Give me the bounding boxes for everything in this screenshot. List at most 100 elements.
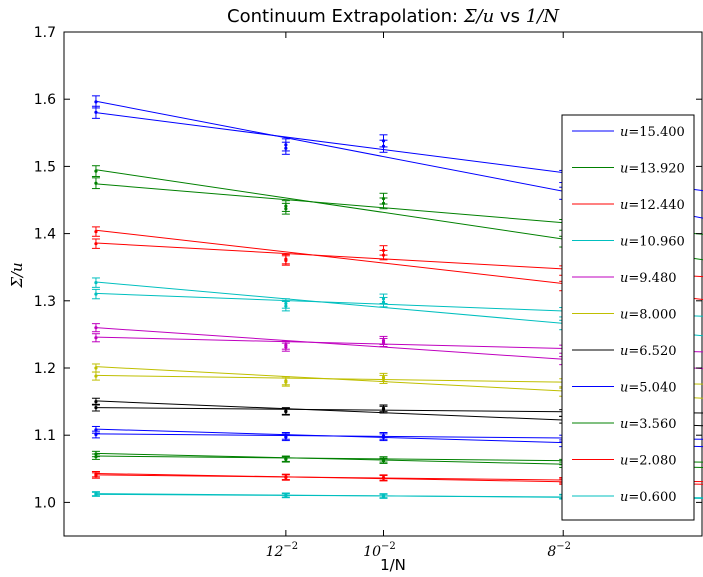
data-point xyxy=(381,494,386,498)
legend-entry-variable: u xyxy=(620,308,628,323)
data-point xyxy=(94,374,98,378)
data-point xyxy=(284,343,288,347)
data-point xyxy=(284,434,288,438)
data-point xyxy=(94,326,98,330)
legend-entry-value: 15.400 xyxy=(639,125,685,140)
legend-entry: u=3.560 xyxy=(620,417,677,432)
legend-entry-value: 8.000 xyxy=(639,308,676,323)
legend-entry-equals: = xyxy=(628,125,639,140)
data-point xyxy=(94,100,98,104)
data-point xyxy=(284,301,288,306)
data-point xyxy=(94,432,98,437)
data-point xyxy=(284,457,288,461)
legend-entry-value: 9.480 xyxy=(639,271,676,286)
data-point xyxy=(381,297,386,301)
chart-title-mid: vs xyxy=(494,6,525,27)
x-tick-base: 12 xyxy=(266,544,284,560)
data-point xyxy=(284,475,288,479)
data-point xyxy=(94,406,98,410)
data-point xyxy=(381,139,386,143)
data-point xyxy=(94,110,98,114)
data-point xyxy=(284,379,288,383)
legend-entry-equals: = xyxy=(628,417,639,432)
legend-entry: u=13.920 xyxy=(620,162,685,177)
x-tick-label: 8−2 xyxy=(547,541,571,560)
legend-entry-variable: u xyxy=(620,125,628,140)
y-tick-label: 1.4 xyxy=(34,227,56,243)
y-tick-label: 1.6 xyxy=(34,92,56,108)
data-point xyxy=(94,400,98,404)
legend-entry-equals: = xyxy=(628,490,639,505)
data-point xyxy=(381,434,386,438)
chart-title-prefix: Continuum Extrapolation: xyxy=(227,6,464,27)
legend-entry-equals: = xyxy=(628,235,639,250)
x-tick-exponent: −2 xyxy=(381,541,396,552)
legend-entry: u=8.000 xyxy=(620,308,677,323)
chart-title-x: 1/N xyxy=(526,6,561,27)
data-point xyxy=(94,169,98,173)
data-point xyxy=(94,281,98,285)
x-axis-label: 1/N xyxy=(380,556,406,574)
legend-entry-value: 6.520 xyxy=(639,344,676,359)
data-point xyxy=(94,366,98,370)
legend-box xyxy=(561,114,695,521)
data-point xyxy=(284,493,288,497)
data-point xyxy=(284,257,288,261)
data-point xyxy=(381,375,386,380)
y-tick-label: 1.7 xyxy=(34,25,56,41)
legend-entry-value: 3.560 xyxy=(639,417,676,432)
data-point xyxy=(94,452,98,456)
x-tick-label: 12−2 xyxy=(266,541,299,560)
legend-entry-value: 12.440 xyxy=(639,198,685,213)
chart-title: Continuum Extrapolation: Σ/u vs 1/N xyxy=(227,6,560,27)
x-tick-base: 10 xyxy=(363,544,381,560)
axes: 1.01.11.21.31.41.51.61.712−2 10−2 8−2 xyxy=(34,25,702,560)
x-tick-exponent: −2 xyxy=(283,541,298,552)
legend-entry-variable: u xyxy=(620,454,628,469)
legend-entry: u=2.080 xyxy=(620,454,677,469)
legend-entry: u=10.960 xyxy=(620,235,685,250)
legend-entry-equals: = xyxy=(628,344,639,359)
legend-entry: u=0.600 xyxy=(620,490,677,505)
legend: u=15.400u=13.920u=12.440u=10.960u=9.480u… xyxy=(561,114,695,521)
legend-entry: u=6.520 xyxy=(620,344,677,359)
legend-entry-equals: = xyxy=(628,381,639,396)
x-tick-base: 8 xyxy=(547,544,556,560)
data-point xyxy=(94,242,98,246)
data-point xyxy=(94,292,98,296)
legend-entry: u=9.480 xyxy=(620,271,677,286)
legend-entry-equals: = xyxy=(628,308,639,323)
legend-entry-variable: u xyxy=(620,344,628,359)
x-tick-exponent: −2 xyxy=(556,541,571,552)
y-tick-label: 1.0 xyxy=(34,495,56,511)
data-point xyxy=(94,492,98,496)
legend-entry: u=5.040 xyxy=(620,381,677,396)
legend-entry-value: 2.080 xyxy=(639,454,676,469)
legend-entry-variable: u xyxy=(620,162,628,177)
legend-entry-value: 0.600 xyxy=(639,490,676,505)
chart-title-y: Σ/u xyxy=(463,6,494,27)
data-point xyxy=(381,338,386,343)
data-point xyxy=(381,248,386,252)
legend-entry-variable: u xyxy=(620,198,628,213)
data-point xyxy=(284,143,288,147)
legend-entry-value: 10.960 xyxy=(639,235,685,250)
data-point xyxy=(381,406,386,410)
data-point xyxy=(94,181,98,185)
data-point xyxy=(381,457,386,461)
data-point xyxy=(94,229,98,234)
legend-entry-equals: = xyxy=(628,162,639,177)
data-point xyxy=(94,472,98,476)
legend-entry-value: 5.040 xyxy=(639,381,676,396)
legend-entry-equals: = xyxy=(628,271,639,286)
y-tick-label: 1.2 xyxy=(34,361,56,377)
y-axis-label: Σ/u xyxy=(8,262,26,288)
legend-entry-variable: u xyxy=(620,235,628,250)
data-point xyxy=(284,204,288,208)
data-point xyxy=(381,197,386,201)
legend-entry-variable: u xyxy=(620,271,628,286)
legend-entry-variable: u xyxy=(620,417,628,432)
y-tick-label: 1.5 xyxy=(34,159,56,175)
legend-entry: u=12.440 xyxy=(620,198,685,213)
